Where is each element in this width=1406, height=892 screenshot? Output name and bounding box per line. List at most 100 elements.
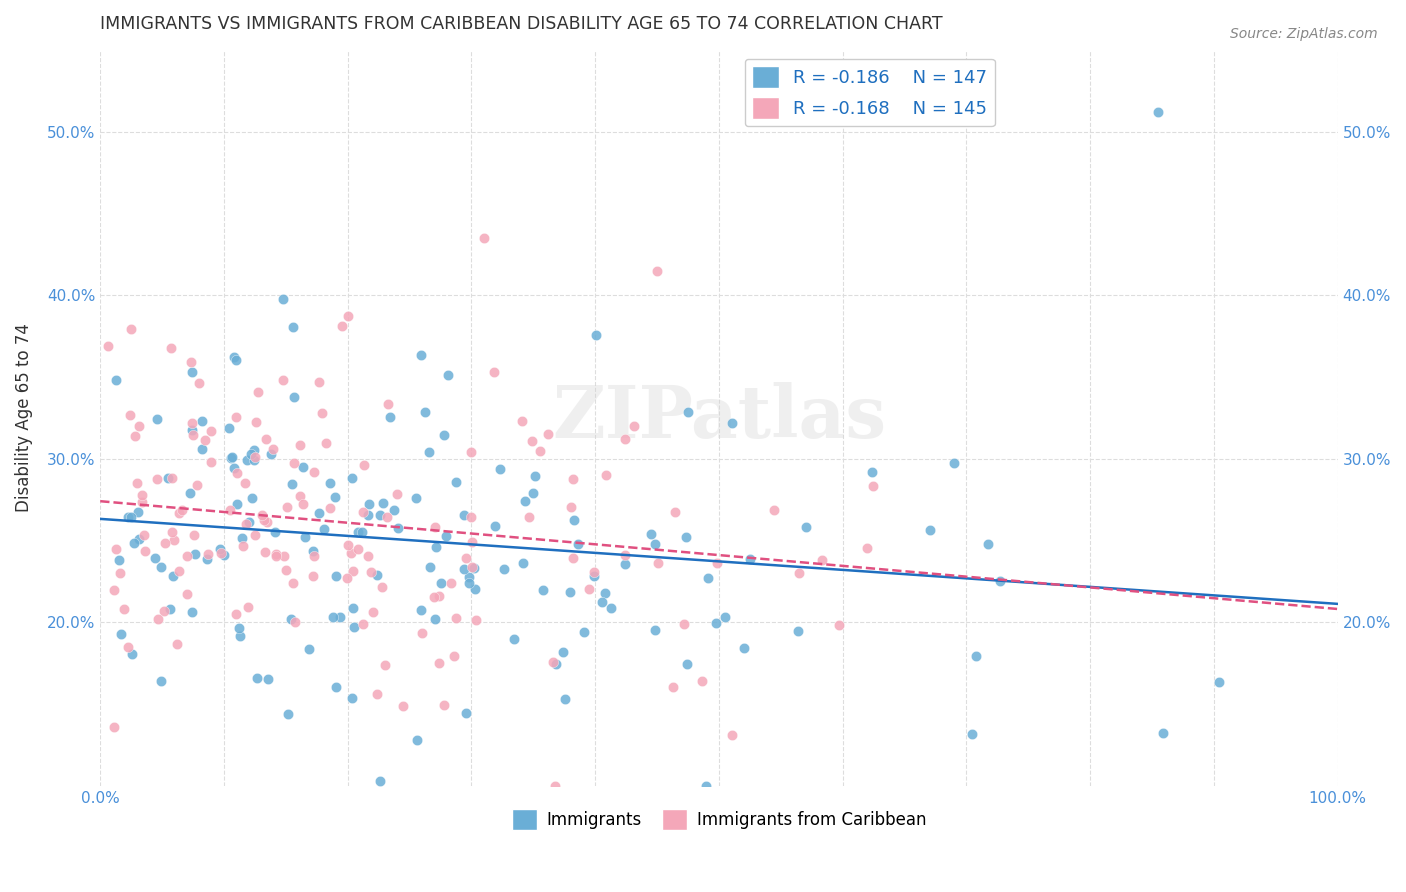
Point bbox=[343, 620, 366, 634]
Point bbox=[183, 427, 205, 442]
Point bbox=[434, 528, 457, 542]
Point bbox=[225, 497, 247, 511]
Point bbox=[544, 779, 567, 793]
Point bbox=[336, 310, 359, 324]
Point bbox=[321, 610, 343, 624]
Point bbox=[704, 616, 727, 631]
Point bbox=[120, 510, 142, 524]
Point bbox=[645, 263, 668, 277]
Point bbox=[323, 491, 346, 505]
Point bbox=[245, 415, 267, 429]
Point bbox=[254, 432, 277, 446]
Point bbox=[960, 727, 983, 741]
Point bbox=[456, 706, 478, 721]
Point bbox=[128, 532, 150, 546]
Point bbox=[440, 575, 463, 590]
Point bbox=[288, 438, 311, 452]
Point bbox=[599, 601, 621, 615]
Point bbox=[231, 532, 253, 546]
Point bbox=[763, 503, 786, 517]
Point bbox=[284, 615, 307, 629]
Point bbox=[239, 447, 262, 461]
Point bbox=[134, 544, 156, 558]
Point bbox=[350, 524, 373, 539]
Point bbox=[149, 559, 172, 574]
Point bbox=[112, 602, 135, 616]
Point bbox=[640, 526, 662, 541]
Point bbox=[120, 322, 142, 336]
Point bbox=[200, 424, 222, 438]
Point bbox=[143, 551, 166, 566]
Point bbox=[484, 519, 506, 533]
Point bbox=[706, 556, 728, 570]
Point bbox=[325, 569, 347, 583]
Point bbox=[721, 728, 744, 742]
Point bbox=[298, 642, 321, 657]
Point bbox=[160, 471, 183, 485]
Point bbox=[336, 570, 359, 584]
Point bbox=[235, 516, 257, 531]
Point bbox=[110, 626, 132, 640]
Point bbox=[828, 618, 851, 632]
Point bbox=[811, 552, 834, 566]
Point bbox=[153, 535, 176, 549]
Point bbox=[176, 549, 198, 564]
Point bbox=[357, 549, 380, 564]
Point bbox=[225, 353, 247, 368]
Point bbox=[302, 465, 325, 479]
Point bbox=[359, 497, 381, 511]
Point bbox=[430, 576, 453, 591]
Text: ZIPatlas: ZIPatlas bbox=[553, 383, 886, 453]
Point bbox=[357, 508, 380, 522]
Point bbox=[166, 637, 188, 651]
Point bbox=[453, 508, 475, 522]
Point bbox=[159, 602, 181, 616]
Point bbox=[510, 414, 533, 428]
Point bbox=[308, 506, 330, 520]
Point bbox=[360, 566, 382, 580]
Point bbox=[191, 414, 214, 428]
Point bbox=[562, 513, 585, 527]
Point bbox=[387, 487, 409, 501]
Point bbox=[392, 699, 415, 714]
Point bbox=[233, 475, 256, 490]
Point bbox=[464, 582, 486, 597]
Point bbox=[374, 658, 396, 673]
Point bbox=[121, 647, 143, 661]
Point bbox=[103, 720, 125, 734]
Point bbox=[224, 351, 246, 365]
Point bbox=[347, 524, 370, 539]
Point bbox=[368, 508, 391, 522]
Point bbox=[977, 537, 1000, 551]
Point bbox=[132, 528, 155, 542]
Point bbox=[302, 544, 325, 558]
Point bbox=[332, 318, 354, 333]
Point bbox=[461, 559, 484, 574]
Point bbox=[302, 569, 325, 583]
Point bbox=[551, 645, 574, 659]
Point bbox=[108, 553, 131, 567]
Point bbox=[340, 691, 363, 706]
Point bbox=[443, 649, 465, 664]
Point bbox=[427, 656, 450, 670]
Point bbox=[537, 427, 560, 442]
Point bbox=[257, 673, 280, 687]
Point bbox=[738, 551, 761, 566]
Point bbox=[311, 406, 333, 420]
Point bbox=[160, 341, 183, 355]
Point bbox=[197, 547, 219, 561]
Point bbox=[243, 442, 266, 457]
Point bbox=[458, 570, 481, 584]
Point bbox=[243, 528, 266, 542]
Point bbox=[454, 550, 477, 565]
Point bbox=[522, 486, 544, 500]
Point bbox=[429, 590, 451, 604]
Point bbox=[339, 546, 361, 560]
Point bbox=[291, 497, 314, 511]
Point bbox=[697, 571, 720, 585]
Point bbox=[419, 559, 441, 574]
Point bbox=[492, 562, 515, 576]
Point bbox=[128, 418, 150, 433]
Point bbox=[1208, 674, 1230, 689]
Point bbox=[613, 433, 636, 447]
